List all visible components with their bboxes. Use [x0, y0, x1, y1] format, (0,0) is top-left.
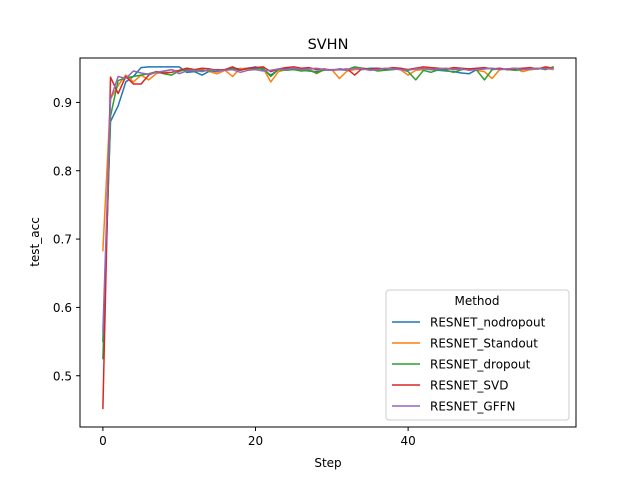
plot-frame — [79, 57, 577, 428]
legend-label-resnet-dropout: RESNET_dropout — [430, 358, 531, 372]
x-tick-label: 40 — [400, 434, 415, 448]
chart-title: SVHN — [308, 37, 349, 53]
x-tick-label: 20 — [248, 434, 263, 448]
legend-title: Method — [454, 294, 499, 308]
legend-label-resnet-nodropout: RESNET_nodropout — [430, 316, 546, 330]
y-tick-label: 0.5 — [53, 369, 72, 383]
y-tick-label: 0.6 — [53, 301, 72, 315]
legend: Method RESNET_nodropoutRESNET_StandoutRE… — [385, 289, 570, 421]
series-layer — [102, 66, 554, 410]
legend-label-resnet-standout: RESNET_Standout — [430, 337, 538, 351]
x-axis: 0 20 40 — [99, 427, 416, 448]
y-tick-label: 0.7 — [53, 233, 72, 247]
legend-label-resnet-svd: RESNET_SVD — [430, 379, 509, 393]
x-axis-label: Step — [314, 456, 341, 470]
series-line-resnet-gffn — [102, 67, 554, 333]
y-axis-label: test_acc — [28, 217, 42, 267]
y-axis: 0.5 0.6 0.7 0.8 0.9 — [53, 96, 80, 383]
y-tick-label: 0.9 — [53, 96, 72, 110]
x-tick-label: 0 — [99, 434, 107, 448]
legend-box — [385, 289, 570, 421]
y-tick-label: 0.8 — [53, 164, 72, 178]
legend-label-resnet-gffn: RESNET_GFFN — [430, 400, 516, 414]
legend-entries: RESNET_nodropout RESNET_Standout RESNET_dr… — [392, 316, 546, 414]
